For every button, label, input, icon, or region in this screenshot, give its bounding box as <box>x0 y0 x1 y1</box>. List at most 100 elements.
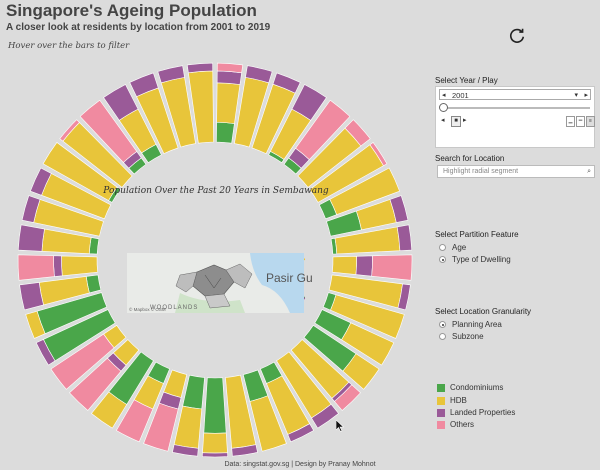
radial-chart[interactable]: Population Over the Past 20 Years in Sem… <box>0 50 430 460</box>
radial-bar-segment[interactable] <box>53 255 63 277</box>
radial-bar-segment[interactable] <box>287 423 315 443</box>
radio-age[interactable]: Age <box>439 243 466 252</box>
radial-bar-segment[interactable] <box>79 99 138 163</box>
search-input[interactable]: Highlight radial segment ⌕ <box>437 165 595 178</box>
radial-bar-segment[interactable] <box>182 374 205 410</box>
radial-bar-segment[interactable] <box>115 399 154 443</box>
legend-item-condominiums[interactable]: Condominiums <box>437 383 503 392</box>
radio-button[interactable] <box>439 256 446 263</box>
legend-item-others[interactable]: Others <box>437 420 474 429</box>
search-label: Search for Location <box>435 154 505 163</box>
footer-credits: Data: singstat.gov.sg | Design by Pranay… <box>224 461 376 468</box>
radial-bar-segment[interactable] <box>203 377 227 434</box>
radial-bar-segment[interactable] <box>129 72 159 98</box>
legend-label: Landed Properties <box>450 408 516 417</box>
legend-swatch <box>437 383 445 392</box>
year-slider-thumb[interactable] <box>439 103 448 112</box>
radial-bar-segment[interactable] <box>91 391 128 429</box>
radial-bar-segment[interactable] <box>249 395 287 452</box>
radial-bar-segment[interactable] <box>371 254 413 281</box>
radial-bar-segment[interactable] <box>17 254 55 281</box>
year-select[interactable]: ◂ 2001 ▾ ▸ <box>439 89 591 100</box>
radial-bar-segment[interactable] <box>216 70 242 85</box>
radial-bar-segment[interactable] <box>143 402 179 452</box>
page-title: Singapore's Ageing Population <box>6 1 257 20</box>
radial-bar-segment[interactable] <box>355 255 373 277</box>
map-region <box>175 271 198 293</box>
stop-icon[interactable]: ■ <box>451 116 461 127</box>
radial-bar-segment[interactable] <box>21 195 41 223</box>
radial-bar-segment[interactable] <box>272 72 301 94</box>
map-region-selected <box>192 264 235 297</box>
radial-bar-segment[interactable] <box>201 452 229 458</box>
radial-bar-segment[interactable] <box>59 119 80 142</box>
radial-bar-segment[interactable] <box>396 224 413 252</box>
radial-bar-segment[interactable] <box>334 384 361 411</box>
legend-item-landed-properties[interactable]: Landed Properties <box>437 408 515 417</box>
radial-bar-segment[interactable] <box>231 444 258 457</box>
prev-year-arrow-icon[interactable]: ◂ <box>442 92 446 99</box>
radial-bar-segment[interactable] <box>172 444 199 457</box>
map-region <box>225 263 253 289</box>
legend-label: Others <box>450 420 475 429</box>
radial-bar-segment[interactable] <box>216 82 241 124</box>
radial-bar-segment[interactable] <box>245 65 273 84</box>
map-region-border <box>204 274 222 289</box>
year-label: Select Year / Play <box>435 76 498 85</box>
next-year-arrow-icon[interactable]: ▸ <box>584 92 588 99</box>
radio-label: Planning Area <box>452 320 502 329</box>
step-forward-icon[interactable]: ▸ <box>463 117 467 124</box>
radial-bar-segment[interactable] <box>173 405 203 449</box>
radial-bar-segment[interactable] <box>344 119 371 147</box>
radial-bar-segment[interactable] <box>342 353 380 390</box>
radial-bar-segment[interactable] <box>61 255 98 277</box>
radial-bar-segment[interactable] <box>216 121 235 144</box>
radial-bar-segment[interactable] <box>103 84 139 121</box>
radial-bar-segment[interactable] <box>295 99 351 161</box>
legend-label: Condominiums <box>450 383 504 392</box>
legend-item-hdb[interactable]: HDB <box>437 396 467 405</box>
radio-button[interactable] <box>439 244 446 251</box>
radial-bar-segment[interactable] <box>19 282 44 311</box>
radial-bar-segment[interactable] <box>332 255 357 275</box>
speed-medium-icon[interactable]: ═ <box>576 116 585 127</box>
radial-bar-segment[interactable] <box>369 142 388 167</box>
partition-label: Select Partition Feature <box>435 230 519 239</box>
radial-bar-segment[interactable] <box>216 62 244 74</box>
radio-button[interactable] <box>439 321 446 328</box>
search-icon: ⌕ <box>587 168 591 175</box>
radial-bar-segment[interactable] <box>30 167 52 196</box>
radial-bar-segment[interactable] <box>341 322 395 366</box>
radio-label: Type of Dwelling <box>452 255 511 264</box>
radio-button[interactable] <box>439 333 446 340</box>
step-back-icon[interactable]: ◂ <box>441 117 445 124</box>
radial-bar-segment[interactable] <box>35 339 56 366</box>
radial-bar-segment[interactable] <box>186 62 214 74</box>
speed-fast-icon[interactable]: ≡ <box>586 116 595 127</box>
radial-bar-segment[interactable] <box>202 432 228 454</box>
inner-chart-title: Population Over the Past 20 Years in Sem… <box>102 186 329 196</box>
page-subtitle: A closer look at residents by location f… <box>6 22 271 33</box>
radial-bar-segment[interactable] <box>330 294 405 339</box>
legend-swatch <box>437 408 445 417</box>
radio-subzone[interactable]: Subzone <box>439 332 484 341</box>
radial-bar-segment[interactable] <box>25 310 46 339</box>
radial-bar-segment[interactable] <box>157 65 185 84</box>
year-slider-track[interactable] <box>442 107 590 109</box>
chevron-down-icon[interactable]: ▾ <box>574 92 578 99</box>
radial-ring <box>17 62 413 458</box>
radial-bar-segment[interactable] <box>291 84 327 121</box>
radio-planning-area[interactable]: Planning Area <box>439 320 502 329</box>
year-value: 2001 <box>452 91 469 100</box>
radio-type-of-dwelling[interactable]: Type of Dwelling <box>439 255 511 264</box>
refresh-icon[interactable] <box>508 26 526 44</box>
radial-bar-segment[interactable] <box>389 195 409 223</box>
radial-bar-segment[interactable] <box>50 333 115 390</box>
radial-bar-segment[interactable] <box>397 283 411 311</box>
radial-bar-segment[interactable] <box>311 403 339 429</box>
radial-bar-segment[interactable] <box>42 142 118 201</box>
radial-bar-segment[interactable] <box>69 357 122 411</box>
speed-slow-icon[interactable]: ▁ <box>566 116 575 127</box>
radial-bar-segment[interactable] <box>329 167 400 216</box>
radial-bar-segment[interactable] <box>17 224 45 252</box>
